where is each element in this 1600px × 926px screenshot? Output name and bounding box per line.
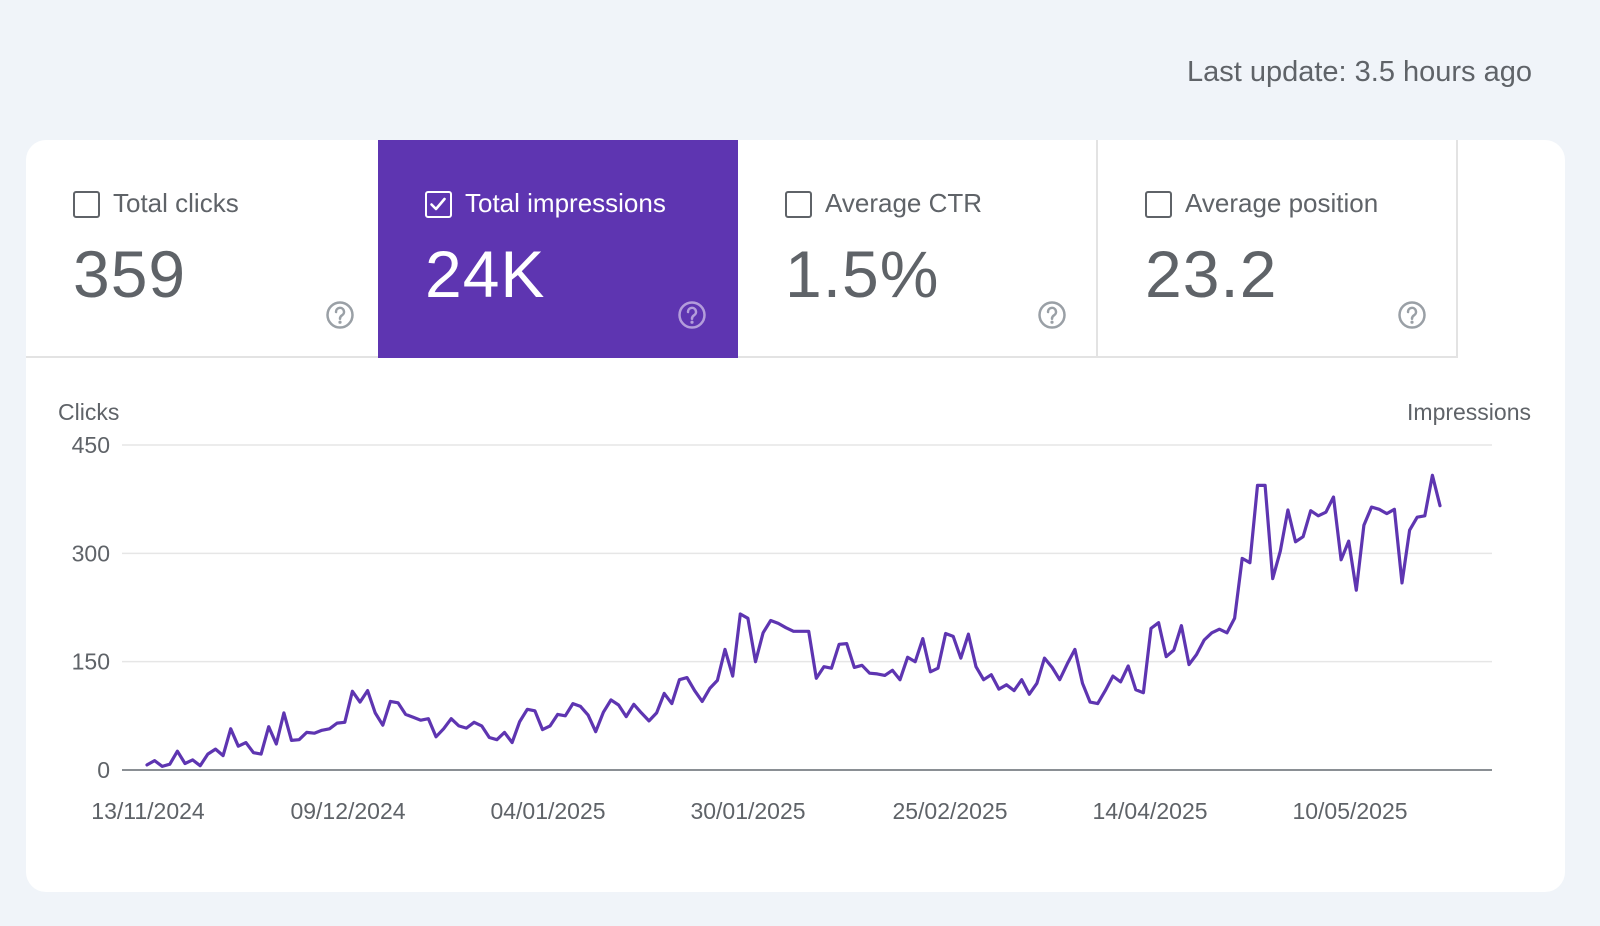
metric-value: 23.2 [1145, 237, 1278, 311]
metric-tabs: Total clicks 359 Total impressions 24K [26, 140, 1466, 359]
series-line-impressions [145, 473, 1442, 769]
performance-chart[interactable]: 0 150 300 450 13/11/2024 09/12/2024 04/01/2025… [26, 140, 1565, 892]
y-tick-label: 450 [72, 432, 110, 458]
metric-label: Average position [1185, 188, 1379, 218]
metric-value: 24K [425, 237, 546, 311]
metric-label: Average CTR [825, 188, 983, 218]
metric-label: Total clicks [113, 188, 239, 218]
help-circle-icon[interactable] [677, 300, 707, 330]
checkbox-average-position[interactable] [1145, 191, 1172, 218]
y-tick-label: 0 [97, 757, 110, 783]
x-tick-label: 09/12/2024 [290, 798, 405, 824]
metric-total-clicks[interactable]: Total clicks 359 [26, 140, 386, 358]
metric-value: 359 [73, 237, 187, 311]
y-tick-label: 300 [72, 540, 110, 566]
help-circle-icon[interactable] [325, 300, 355, 330]
metric-average-position[interactable]: Average position 23.2 [1098, 140, 1458, 358]
metric-average-ctr[interactable]: Average CTR 1.5% [738, 140, 1098, 358]
x-tick-label: 04/01/2025 [490, 798, 605, 824]
last-update-text: Last update: 3.5 hours ago [1186, 56, 1532, 88]
performance-card: Total clicks 359 Total impressions 24K [26, 140, 1565, 892]
y-axis-title-right: Impressions [1407, 399, 1531, 425]
x-tick-label: 14/04/2025 [1092, 798, 1207, 824]
metric-total-impressions[interactable]: Total impressions 24K [378, 140, 738, 358]
checkbox-average-ctr[interactable] [785, 191, 812, 218]
metric-value: 1.5% [785, 237, 940, 311]
x-tick-label: 13/11/2024 [91, 798, 205, 824]
check-icon [430, 197, 446, 211]
help-circle-icon[interactable] [1037, 300, 1067, 330]
x-tick-label: 10/05/2025 [1292, 798, 1407, 824]
metric-label: Total impressions [465, 188, 666, 218]
y-tick-label: 150 [72, 649, 110, 675]
checkbox-total-clicks[interactable] [73, 191, 100, 218]
x-tick-label: 30/01/2025 [690, 798, 805, 824]
help-circle-icon[interactable] [1397, 300, 1427, 330]
y-axis-title-left: Clicks [58, 399, 120, 425]
checkbox-total-impressions[interactable] [425, 191, 452, 218]
x-tick-label: 25/02/2025 [892, 798, 1007, 824]
